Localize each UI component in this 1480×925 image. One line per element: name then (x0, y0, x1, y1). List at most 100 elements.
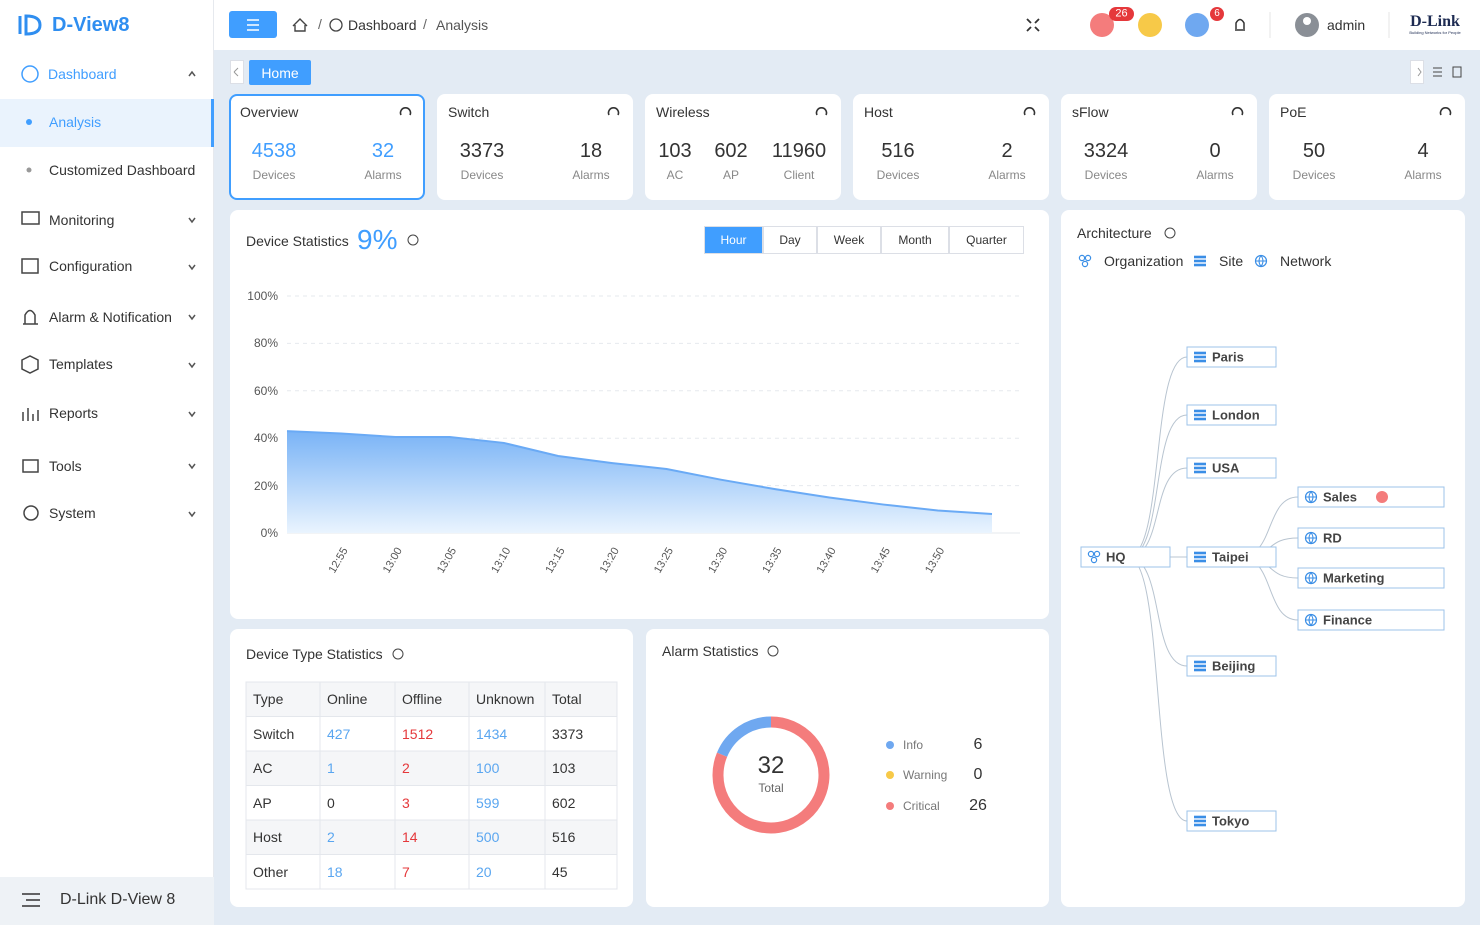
legend-value: 6 (973, 736, 983, 753)
tree-node-label[interactable]: Tokyo (1212, 813, 1250, 829)
collapse-icon[interactable] (22, 893, 40, 907)
range-button[interactable] (763, 226, 817, 254)
x-tick-label: 13:50 (923, 546, 947, 576)
x-tick-label: 13:20 (598, 546, 622, 576)
tab-label[interactable]: Home (261, 65, 299, 81)
badge (1210, 7, 1224, 21)
table-cell[interactable]: 7 (402, 863, 410, 880)
stat-label: Client (783, 168, 815, 182)
menu-item[interactable]: Alarm & Notification (49, 309, 172, 325)
site-icon (1194, 462, 1206, 466)
y-tick-label: 0% (260, 526, 278, 540)
menu-item[interactable]: Reports (49, 405, 99, 421)
tree-node-label[interactable]: USA (1212, 460, 1240, 476)
tab-scroll-right[interactable] (1410, 60, 1424, 84)
username[interactable]: admin (1327, 17, 1366, 33)
bell-icon[interactable] (1235, 18, 1245, 31)
donut-total: 32 (757, 752, 785, 779)
site-icon (1194, 466, 1206, 470)
tree-node-label[interactable]: Paris (1212, 349, 1244, 365)
submenu-item[interactable]: Analysis (49, 114, 102, 130)
tab-scroll-left[interactable] (230, 60, 244, 84)
stat-value: 4538 (251, 140, 297, 162)
summary-card[interactable] (645, 94, 841, 200)
org-icon (1084, 254, 1092, 262)
table-cell[interactable]: 1512 (402, 725, 434, 742)
menu-item[interactable]: Monitoring (49, 212, 115, 228)
info-icon (407, 234, 419, 246)
range-label[interactable]: Hour (720, 233, 747, 247)
summary-card[interactable] (437, 94, 633, 200)
range-button[interactable] (704, 226, 763, 254)
range-label[interactable]: Week (833, 233, 865, 247)
tree-node (1186, 404, 1277, 426)
alarm-icon[interactable] (1090, 13, 1114, 37)
tree-node (1080, 546, 1171, 568)
fullscreen-icon[interactable] (1026, 18, 1040, 32)
tree-node (1186, 546, 1277, 568)
x-tick-label: 13:40 (815, 546, 839, 576)
table-cell[interactable]: 2 (327, 829, 335, 846)
tab[interactable] (249, 60, 311, 85)
table-cell[interactable]: 1 (327, 760, 335, 777)
tree-node-label[interactable]: London (1212, 407, 1260, 423)
legend-label: Site (1219, 253, 1244, 269)
legend-label: Critical (903, 799, 940, 813)
range-label[interactable]: Day (779, 233, 801, 247)
table-cell: AP (253, 794, 272, 811)
stat-label: Devices (1292, 168, 1336, 182)
tree-node-label[interactable]: Beijing (1212, 658, 1256, 674)
table-cell: AC (253, 760, 273, 777)
range-button[interactable] (949, 226, 1024, 254)
table-cell[interactable]: 599 (476, 794, 500, 811)
tree-node-label[interactable]: HQ (1106, 549, 1126, 565)
summary-card[interactable] (1061, 94, 1257, 200)
submenu-item[interactable]: Customized Dashboard (49, 162, 196, 178)
table-cell[interactable]: 500 (476, 829, 500, 846)
summary-card[interactable] (853, 94, 1049, 200)
tree-node-label[interactable]: Marketing (1323, 570, 1385, 586)
table-cell[interactable]: 18 (327, 863, 343, 880)
badge-count: 6 (1214, 8, 1220, 19)
toggle-icon (247, 19, 259, 31)
x-tick-label: 12:55 (327, 546, 351, 576)
table-cell[interactable]: 427 (327, 725, 351, 742)
breadcrumb[interactable]: Dashboard (348, 17, 417, 33)
menu-item[interactable]: Configuration (49, 258, 133, 274)
menu-item[interactable]: Dashboard (48, 66, 117, 82)
x-tick-label: 13:45 (869, 546, 893, 576)
table-cell[interactable]: 14 (402, 829, 418, 846)
tree-node-label[interactable]: RD (1323, 530, 1342, 546)
table-cell[interactable]: 100 (476, 760, 500, 777)
tab-list-icon[interactable] (1433, 67, 1442, 77)
dashboard-icon (329, 18, 343, 32)
range-label[interactable]: Month (898, 233, 932, 247)
menu-item[interactable]: Tools (49, 458, 82, 474)
refresh-icon (399, 107, 412, 116)
tree-node-label[interactable]: Sales (1323, 489, 1357, 505)
table-cell[interactable]: 3 (402, 794, 410, 811)
warning-icon[interactable] (1138, 13, 1162, 37)
table-cell[interactable]: 1434 (476, 725, 508, 742)
table-cell: 602 (552, 794, 576, 811)
site-icon (1194, 470, 1206, 474)
home-icon[interactable] (292, 18, 308, 32)
org-icon (1087, 550, 1095, 558)
x-tick-label: 13:00 (381, 546, 405, 576)
summary-card[interactable] (1269, 94, 1465, 200)
table-cell[interactable]: 20 (476, 863, 492, 880)
tree-node-label[interactable]: Finance (1323, 612, 1373, 628)
summary-card[interactable] (229, 94, 425, 200)
range-button[interactable] (817, 226, 881, 254)
tree-node-label[interactable]: Taipei (1212, 549, 1249, 565)
table-cell[interactable]: 0 (327, 794, 335, 811)
logo-text: D-View8 (52, 14, 130, 36)
info-icon[interactable] (1185, 13, 1209, 37)
sidebar-footer-text: D-Link D-View 8 (60, 891, 176, 908)
menu-item[interactable]: System (49, 505, 96, 521)
menu-item[interactable]: Templates (49, 356, 113, 372)
range-button[interactable] (881, 226, 949, 254)
tab-close-icon[interactable] (1452, 66, 1462, 78)
range-label[interactable]: Quarter (966, 233, 1007, 247)
table-cell[interactable]: 2 (402, 760, 410, 777)
